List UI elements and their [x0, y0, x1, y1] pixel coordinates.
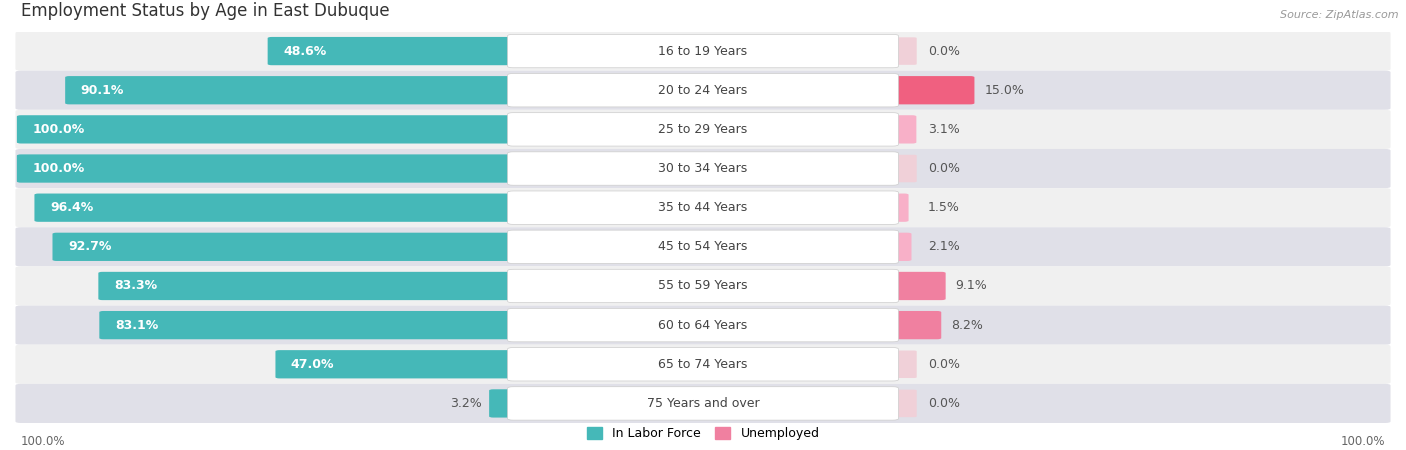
- Text: 92.7%: 92.7%: [67, 240, 111, 253]
- Text: 96.4%: 96.4%: [49, 201, 93, 214]
- FancyBboxPatch shape: [65, 76, 513, 104]
- Text: 0.0%: 0.0%: [928, 45, 960, 58]
- FancyBboxPatch shape: [15, 266, 1391, 306]
- Text: 100.0%: 100.0%: [32, 123, 84, 136]
- FancyBboxPatch shape: [508, 112, 898, 146]
- FancyBboxPatch shape: [893, 76, 974, 104]
- Text: 0.0%: 0.0%: [928, 358, 960, 371]
- Text: 16 to 19 Years: 16 to 19 Years: [658, 45, 748, 58]
- FancyBboxPatch shape: [34, 194, 513, 222]
- FancyBboxPatch shape: [508, 191, 898, 225]
- Text: 20 to 24 Years: 20 to 24 Years: [658, 84, 748, 97]
- Text: 0.0%: 0.0%: [928, 162, 960, 175]
- FancyBboxPatch shape: [15, 345, 1391, 384]
- Text: 30 to 34 Years: 30 to 34 Years: [658, 162, 748, 175]
- Text: 0.0%: 0.0%: [928, 397, 960, 410]
- FancyBboxPatch shape: [15, 384, 1391, 423]
- Text: 90.1%: 90.1%: [80, 84, 124, 97]
- FancyBboxPatch shape: [100, 311, 513, 339]
- Text: 15.0%: 15.0%: [984, 84, 1024, 97]
- FancyBboxPatch shape: [17, 154, 513, 183]
- FancyBboxPatch shape: [508, 152, 898, 185]
- FancyBboxPatch shape: [893, 233, 911, 261]
- Legend: In Labor Force, Unemployed: In Labor Force, Unemployed: [586, 427, 820, 440]
- Text: 83.3%: 83.3%: [114, 279, 157, 292]
- Text: 45 to 54 Years: 45 to 54 Years: [658, 240, 748, 253]
- Text: 60 to 64 Years: 60 to 64 Years: [658, 319, 748, 332]
- FancyBboxPatch shape: [17, 115, 513, 144]
- FancyBboxPatch shape: [894, 155, 917, 182]
- Text: 25 to 29 Years: 25 to 29 Years: [658, 123, 748, 136]
- FancyBboxPatch shape: [15, 110, 1391, 149]
- FancyBboxPatch shape: [15, 306, 1391, 345]
- FancyBboxPatch shape: [489, 389, 513, 418]
- Text: 2.1%: 2.1%: [928, 240, 960, 253]
- Text: 3.1%: 3.1%: [928, 123, 960, 136]
- Text: 35 to 44 Years: 35 to 44 Years: [658, 201, 748, 214]
- FancyBboxPatch shape: [893, 311, 941, 339]
- Text: 65 to 74 Years: 65 to 74 Years: [658, 358, 748, 371]
- FancyBboxPatch shape: [98, 272, 513, 300]
- FancyBboxPatch shape: [893, 272, 946, 300]
- Text: 47.0%: 47.0%: [291, 358, 335, 371]
- FancyBboxPatch shape: [894, 351, 917, 378]
- Text: 55 to 59 Years: 55 to 59 Years: [658, 279, 748, 292]
- FancyBboxPatch shape: [15, 227, 1391, 266]
- FancyBboxPatch shape: [276, 350, 513, 378]
- Text: 1.5%: 1.5%: [928, 201, 960, 214]
- FancyBboxPatch shape: [508, 308, 898, 342]
- FancyBboxPatch shape: [894, 37, 917, 65]
- FancyBboxPatch shape: [15, 149, 1391, 188]
- Text: 75 Years and over: 75 Years and over: [647, 397, 759, 410]
- FancyBboxPatch shape: [508, 269, 898, 303]
- FancyBboxPatch shape: [508, 73, 898, 107]
- Text: 100.0%: 100.0%: [1340, 435, 1385, 448]
- FancyBboxPatch shape: [508, 347, 898, 381]
- Text: 100.0%: 100.0%: [21, 435, 66, 448]
- Text: 9.1%: 9.1%: [956, 279, 987, 292]
- FancyBboxPatch shape: [508, 230, 898, 264]
- FancyBboxPatch shape: [508, 34, 898, 68]
- FancyBboxPatch shape: [52, 233, 513, 261]
- FancyBboxPatch shape: [15, 188, 1391, 227]
- Text: 3.2%: 3.2%: [450, 397, 482, 410]
- Text: Source: ZipAtlas.com: Source: ZipAtlas.com: [1281, 10, 1399, 20]
- FancyBboxPatch shape: [893, 115, 917, 144]
- Text: 8.2%: 8.2%: [950, 319, 983, 332]
- Text: 83.1%: 83.1%: [115, 319, 157, 332]
- Text: 48.6%: 48.6%: [283, 45, 326, 58]
- FancyBboxPatch shape: [15, 32, 1391, 71]
- FancyBboxPatch shape: [893, 194, 908, 222]
- FancyBboxPatch shape: [508, 387, 898, 420]
- FancyBboxPatch shape: [267, 37, 513, 65]
- Text: Employment Status by Age in East Dubuque: Employment Status by Age in East Dubuque: [21, 2, 389, 20]
- FancyBboxPatch shape: [894, 390, 917, 417]
- FancyBboxPatch shape: [15, 71, 1391, 110]
- Text: 100.0%: 100.0%: [32, 162, 84, 175]
